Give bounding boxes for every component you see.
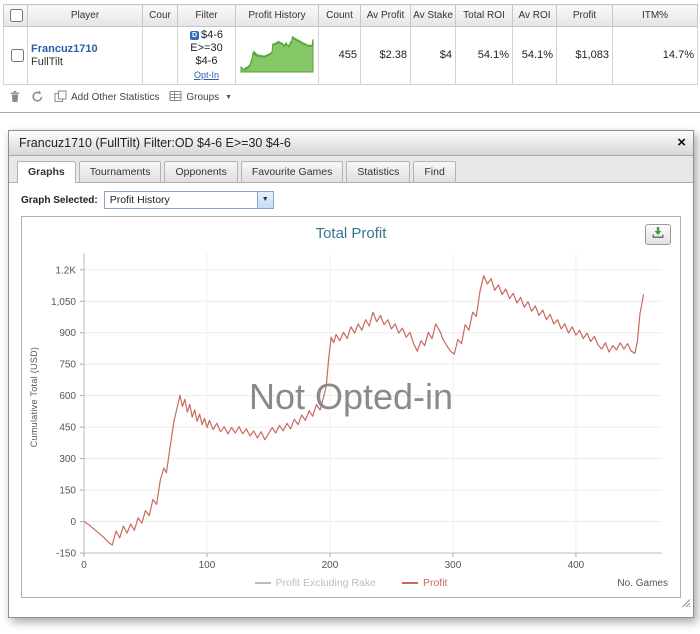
column-header-filter[interactable]: Filter (177, 4, 236, 27)
svg-text:450: 450 (59, 423, 76, 434)
tab-bar: Graphs Tournaments Opponents Favourite G… (9, 156, 693, 183)
download-icon (651, 226, 665, 244)
profit-cell: $1,083 (556, 26, 613, 85)
select-all-checkbox[interactable] (10, 9, 23, 22)
player-site: FullTilt (31, 55, 63, 68)
profit-history-cell[interactable] (235, 26, 319, 85)
tab-tournaments[interactable]: Tournaments (78, 161, 162, 182)
table-header-row: Player Cour Filter Profit History Count … (3, 4, 698, 27)
svg-text:750: 750 (59, 360, 76, 371)
player-detail-window: Francuz1710 (FullTilt) Filter:OD $4-6 E>… (8, 130, 694, 618)
column-header-profit-history[interactable]: Profit History (235, 4, 319, 27)
legend-line-rake-icon (254, 582, 271, 584)
country-cell (142, 26, 178, 85)
filter-stakes-1: $4-6 (200, 29, 224, 41)
graph-type-dropdown[interactable]: Profit History ▼ (103, 191, 274, 209)
graph-type-value: Profit History (109, 194, 170, 206)
svg-text:200: 200 (322, 560, 339, 571)
results-table-section: Player Cour Filter Profit History Count … (0, 0, 700, 113)
svg-text:1.2K: 1.2K (55, 265, 76, 276)
tab-favourite-games[interactable]: Favourite Games (240, 161, 344, 182)
column-header-av-roi[interactable]: Av ROI (512, 4, 557, 27)
av-profit-cell: $2.38 (360, 26, 411, 85)
graph-selected-label: Graph Selected: (21, 194, 98, 206)
sparkline-svg (240, 35, 314, 73)
legend-label-rake: Profit Excluding Rake (275, 577, 376, 589)
svg-text:150: 150 (59, 486, 76, 497)
y-axis-label: Cumulative Total (USD) (29, 346, 39, 448)
svg-text:100: 100 (199, 560, 216, 571)
column-header-itm[interactable]: ITM% (612, 4, 698, 27)
total-roi-cell: 54.1% (455, 26, 513, 85)
column-header-country[interactable]: Cour (142, 4, 178, 27)
tab-content: Graph Selected: Profit History ▼ Total P… (9, 183, 693, 610)
svg-text:300: 300 (59, 454, 76, 465)
refresh-button[interactable] (31, 90, 44, 106)
legend-item-profit: Profit (401, 577, 448, 589)
svg-text:0: 0 (70, 517, 76, 528)
tab-graphs[interactable]: Graphs (17, 161, 76, 183)
add-other-statistics-label: Add Other Statistics (71, 92, 160, 104)
download-chart-button[interactable] (645, 224, 671, 245)
column-header-total-roi[interactable]: Total ROI (455, 4, 513, 27)
refresh-icon (31, 90, 44, 106)
windows-icon (54, 90, 67, 106)
legend-label-profit: Profit (422, 577, 448, 589)
count-cell: 455 (318, 26, 361, 85)
av-stake-cell: $4 (410, 26, 456, 85)
filter-stakes-2: $4-6 (195, 55, 218, 68)
delete-button[interactable] (9, 90, 21, 106)
x-axis-label: No. Games (617, 578, 668, 589)
tab-statistics[interactable]: Statistics (346, 161, 411, 182)
svg-text:300: 300 (445, 560, 462, 571)
groups-button[interactable]: Groups ▼ (169, 90, 232, 105)
row-checkbox[interactable] (11, 48, 24, 62)
opt-in-link[interactable]: Opt-In (193, 69, 219, 80)
table-toolbar: Add Other Statistics Groups ▼ (3, 85, 697, 112)
legend-item-rake: Profit Excluding Rake (254, 577, 376, 589)
svg-text:600: 600 (59, 391, 76, 402)
chevron-down-icon: ▼ (225, 94, 233, 102)
groups-label: Groups (186, 92, 220, 104)
itm-cell: 14.7% (612, 26, 698, 85)
column-header-av-stake[interactable]: Av Stake (410, 4, 456, 27)
legend-line-profit-icon (401, 582, 418, 584)
filter-cell: D $4-6 E>=30 $4-6 Opt-In (177, 26, 236, 85)
svg-text:900: 900 (59, 328, 76, 339)
add-other-statistics-button[interactable]: Add Other Statistics (54, 90, 159, 106)
database-icon: D (189, 30, 199, 40)
dropdown-arrow-icon[interactable]: ▼ (256, 192, 273, 208)
filter-entrants: E>=30 (190, 42, 223, 55)
tab-find[interactable]: Find (413, 161, 456, 182)
tab-opponents[interactable]: Opponents (164, 161, 238, 182)
chart-panel: Total Profit Cumulative Total (USD) -150… (21, 216, 681, 598)
player-name-link[interactable]: Francuz1710 (31, 42, 98, 55)
close-icon[interactable]: × (677, 134, 686, 151)
column-header-count[interactable]: Count (318, 4, 361, 27)
window-titlebar[interactable]: Francuz1710 (FullTilt) Filter:OD $4-6 E>… (9, 131, 693, 156)
graph-controls: Graph Selected: Profit History ▼ (21, 191, 681, 209)
chart-title: Total Profit (315, 225, 387, 242)
trash-icon (9, 90, 21, 106)
resize-handle[interactable] (679, 596, 692, 609)
results-table: Player Cour Filter Profit History Count … (3, 4, 698, 85)
player-cell: Francuz1710 FullTilt (27, 26, 143, 85)
svg-text:400: 400 (568, 560, 585, 571)
svg-text:-150: -150 (56, 549, 76, 560)
window-title: Francuz1710 (FullTilt) Filter:OD $4-6 E>… (19, 136, 291, 150)
svg-text:1,050: 1,050 (51, 297, 76, 308)
row-checkbox-cell (3, 26, 28, 85)
column-header-av-profit[interactable]: Av Profit (360, 4, 411, 27)
profit-chart-svg: -150 0 150 300 450 600 750 900 1,050 1.2K 0 100 200 3… (51, 253, 662, 571)
header-checkbox-cell (3, 4, 28, 27)
player-row[interactable]: Francuz1710 FullTilt D $4-6 E>=30 $4-6 Op… (3, 26, 698, 85)
column-header-profit[interactable]: Profit (556, 4, 613, 27)
av-roi-cell: 54.1% (512, 26, 557, 85)
column-header-player[interactable]: Player (27, 4, 143, 27)
svg-text:0: 0 (81, 560, 87, 571)
grid-icon (169, 90, 182, 105)
chart-legend: Profit Excluding Rake Profit No. Games (28, 575, 674, 589)
